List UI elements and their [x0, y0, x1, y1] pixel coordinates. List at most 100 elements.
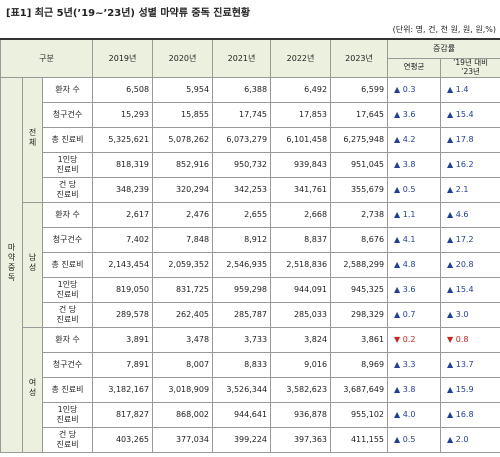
value-cell: 936,878: [270, 401, 332, 428]
value-cell: 262,405: [152, 301, 214, 328]
value-cell: 3,687,649: [330, 376, 389, 403]
header-cell: 2021년: [212, 38, 272, 78]
value-cell: 8,676: [330, 226, 389, 253]
header-cell: ’19년 대비 ’23년: [440, 57, 500, 78]
change-cell: ▲ 17.8: [440, 126, 500, 153]
row-label: 건 당 진료비: [41, 426, 94, 453]
data-row: 청구건수 7,402 7,848 8,912 8,837 8,676 ▲ 4.1 ▲ 17.2: [1, 226, 500, 253]
value-cell: 831,725: [152, 276, 214, 303]
row-label: 1인당 진료비: [41, 276, 94, 303]
value-cell: 341,761: [270, 176, 332, 203]
value-cell: 3,824: [270, 326, 332, 353]
section-cell: 여성: [22, 326, 43, 453]
data-row: 여성 환자 수 3,891 3,478 3,733 3,824 3,861 ▼ 0.2 ▼ 0.…: [1, 326, 500, 453]
data-row: 건 당 진료비 348,239 320,294 342,253 341,761 355,6…: [1, 176, 500, 203]
change-cell: ▲ 15.4: [440, 276, 500, 303]
change-cell: ▲ 15.4: [440, 101, 500, 128]
value-cell: 6,073,279: [212, 126, 272, 153]
data-row: 건 당 진료비 289,578 262,405 285,787 285,033 298,3…: [1, 301, 500, 328]
value-cell: 377,034: [152, 426, 214, 453]
change-cell: ▲ 3.6: [387, 101, 442, 128]
change-cell: ▲ 16.8: [440, 401, 500, 428]
value-cell: 945,325: [330, 276, 389, 303]
value-cell: 342,253: [212, 176, 272, 203]
change-cell: ▼ 0.2: [387, 326, 442, 353]
data-row: 1인당 진료비 819,050 831,725 959,298 944,091 945,3…: [1, 276, 500, 303]
value-cell: 3,018,909: [152, 376, 214, 403]
value-cell: 6,508: [92, 76, 154, 103]
data-row: 1인당 진료비 817,827 868,002 944,641 936,878 955,1…: [1, 401, 500, 428]
data-row: 남성 환자 수 2,617 2,476 2,655 2,668 2,738 ▲ 1.1 ▲ 4.…: [1, 201, 500, 328]
header-cell: 구분: [0, 38, 94, 78]
value-cell: 17,645: [330, 101, 389, 128]
change-cell: ▲ 0.7: [387, 301, 442, 328]
change-cell: ▲ 4.2: [387, 126, 442, 153]
row-label: 총 진료비: [41, 251, 94, 278]
value-cell: 6,388: [212, 76, 272, 103]
value-cell: 950,732: [212, 151, 272, 178]
row-label: 청구건수: [41, 226, 94, 253]
header-cell: 2020년: [152, 38, 214, 78]
value-cell: 939,843: [270, 151, 332, 178]
value-cell: 8,969: [330, 351, 389, 378]
section-cell: 남성: [22, 201, 43, 328]
value-cell: 289,578: [92, 301, 154, 328]
change-cell: ▲ 1.1: [387, 201, 442, 228]
header-row: 구분 2019년 2020년 2021년 2022년 2023년 증감률: [0, 38, 500, 78]
value-cell: 955,102: [330, 401, 389, 428]
section-label: 여성: [28, 378, 38, 399]
header-cell: 증감률: [387, 38, 500, 58]
value-cell: 5,325,621: [92, 126, 154, 153]
change-cell: ▲ 4.1: [387, 226, 442, 253]
change-cell: ▲ 3.0: [440, 301, 500, 328]
row-label: 환자 수: [41, 76, 94, 103]
value-cell: 944,091: [270, 276, 332, 303]
change-cell: ▲ 3.6: [387, 276, 442, 303]
value-cell: 348,239: [92, 176, 154, 203]
change-cell: ▲ 13.7: [440, 351, 500, 378]
value-cell: 2,738: [330, 201, 389, 228]
value-cell: 8,833: [212, 351, 272, 378]
header-cell: 2022년: [270, 38, 332, 78]
value-cell: 3,182,167: [92, 376, 154, 403]
value-cell: 817,827: [92, 401, 154, 428]
value-cell: 7,891: [92, 351, 154, 378]
header-row: 연평균 ’19년 대비 ’23년: [1, 57, 500, 78]
change-cell: ▲ 4.8: [387, 251, 442, 278]
value-cell: 3,478: [152, 326, 214, 353]
row-label: 청구건수: [41, 101, 94, 128]
row-label: 총 진료비: [41, 376, 94, 403]
value-cell: 2,617: [92, 201, 154, 228]
header-cell: 2019년: [92, 38, 154, 78]
change-cell: ▲ 3.8: [387, 151, 442, 178]
value-cell: 8,912: [212, 226, 272, 253]
value-cell: 8,837: [270, 226, 332, 253]
value-cell: 2,668: [270, 201, 332, 228]
value-cell: 2,476: [152, 201, 214, 228]
value-cell: 819,050: [92, 276, 154, 303]
group-cell: 마약중독: [0, 76, 23, 453]
value-cell: 2,143,454: [92, 251, 154, 278]
value-cell: 2,655: [212, 201, 272, 228]
value-cell: 3,526,344: [212, 376, 272, 403]
value-cell: 3,861: [330, 326, 389, 353]
value-cell: 9,016: [270, 351, 332, 378]
value-cell: 2,588,299: [330, 251, 389, 278]
value-cell: 17,745: [212, 101, 272, 128]
row-label: 건 당 진료비: [41, 301, 94, 328]
value-cell: 6,599: [330, 76, 389, 103]
section-cell: 전체: [22, 76, 43, 203]
row-label: 건 당 진료비: [41, 176, 94, 203]
header-cell: 연평균: [387, 57, 442, 78]
data-row: 총 진료비 5,325,621 5,078,262 6,073,279 6,101,45…: [1, 126, 500, 153]
value-cell: 8,007: [152, 351, 214, 378]
value-cell: 2,546,935: [212, 251, 272, 278]
value-cell: 7,848: [152, 226, 214, 253]
header-cell: 2023년: [330, 38, 389, 78]
value-cell: 397,363: [270, 426, 332, 453]
data-row: 1인당 진료비 818,319 852,916 950,732 939,843 951,0…: [1, 151, 500, 178]
change-cell: ▲ 4.6: [440, 201, 500, 228]
value-cell: 2,518,836: [270, 251, 332, 278]
row-label: 환자 수: [41, 326, 94, 353]
value-cell: 320,294: [152, 176, 214, 203]
